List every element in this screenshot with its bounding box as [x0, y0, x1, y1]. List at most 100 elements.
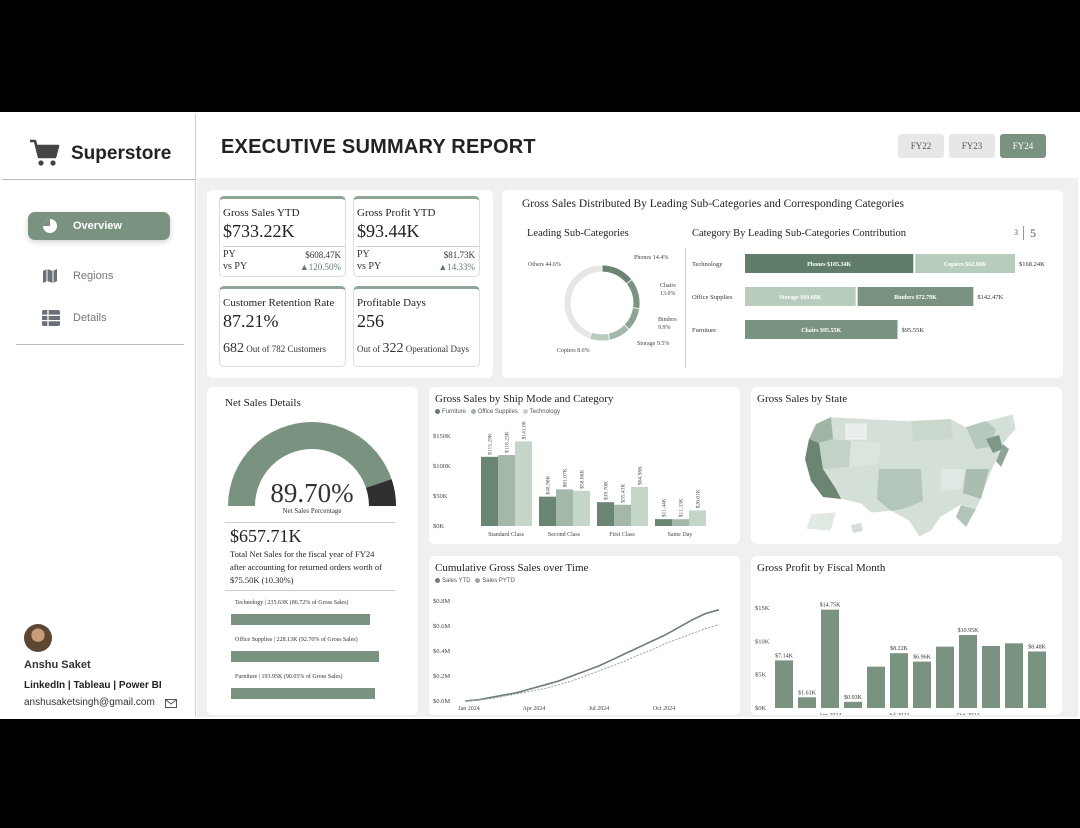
brand: Superstore: [2, 114, 196, 180]
month-bar[interactable]: [798, 697, 816, 708]
bar-value-label: $26.01K: [695, 489, 702, 508]
ship-bar-furniture[interactable]: [481, 456, 498, 526]
ship-bar-furniture[interactable]: [597, 502, 614, 526]
category-share-label: Technology | 235.63K (86.72% of Gross Sa…: [235, 600, 349, 606]
ship-mode-chart: $0K $50K $100K $150K $115.29K $118.23K $141.00…: [433, 421, 706, 538]
bar-value-label: $35.43K: [620, 484, 627, 503]
x-tick-label: Jan 2024: [458, 706, 480, 712]
bar-total-label: $168.24K: [1019, 261, 1045, 268]
author-links[interactable]: LinkedIn | Tableau | Power BI: [24, 680, 162, 691]
donut-slice-storage[interactable]: [607, 324, 630, 341]
legend-label: Furniture: [442, 409, 467, 416]
month-bar[interactable]: [1028, 651, 1046, 708]
cumulative-legend: Sales YTD Sales PYTD: [435, 578, 515, 584]
bar-value-label: $58.68K: [579, 470, 586, 489]
y-tick-label: $0.0M: [433, 698, 450, 705]
donut-label-storage: Storage 9.5%: [637, 341, 669, 347]
y-tick-label: $10K: [755, 638, 770, 645]
ship-bar-furniture[interactable]: [539, 496, 556, 526]
ship-bar-furniture[interactable]: [655, 519, 672, 526]
category-label: Office Supplies: [692, 294, 733, 301]
month-bar[interactable]: [844, 701, 862, 708]
bar-segment-label: Chairs $95.55K: [801, 327, 841, 334]
vs-py-label: vs PY: [223, 261, 248, 272]
donut-slice-binders[interactable]: [623, 307, 641, 331]
donut-slice-phones[interactable]: [601, 264, 633, 285]
month-bar[interactable]: [913, 661, 931, 708]
fy23-button[interactable]: FY23: [949, 134, 995, 158]
category-share-bar[interactable]: [231, 688, 375, 699]
cumulative-title: Cumulative Gross Sales over Time: [435, 562, 589, 574]
line-sales-pytd[interactable]: [464, 624, 720, 702]
subcategory-panel: Gross Sales Distributed By Leading Sub-C…: [502, 190, 1063, 378]
donut-label-binders: Binders: [658, 317, 677, 323]
bar-value-label: $48.90K: [545, 476, 552, 495]
fy22-button[interactable]: FY22: [898, 134, 944, 158]
bar-segment-label: Storage $69.68K: [779, 294, 822, 301]
fy24-button[interactable]: FY24: [1000, 134, 1046, 158]
x-tick-label: First Class: [609, 532, 635, 538]
y-tick-label: $50K: [433, 493, 448, 500]
topn-3-option[interactable]: 3: [1014, 228, 1018, 237]
nav-overview[interactable]: Overview: [28, 212, 170, 240]
month-bar[interactable]: [821, 609, 839, 708]
ship-bar-technology[interactable]: [689, 510, 706, 526]
donut-slice-chairs[interactable]: [625, 278, 641, 310]
vs-py-label: vs PY: [357, 261, 382, 272]
author-email[interactable]: anshusaketsingh@gmail.com: [24, 697, 155, 708]
nav-overview-label: Overview: [73, 220, 122, 232]
bar-value-label: $11.44K: [661, 498, 668, 517]
donut-slice-others[interactable]: [563, 264, 603, 340]
month-bar[interactable]: [890, 653, 908, 708]
mail-icon[interactable]: [165, 699, 177, 708]
donut-label-chairs-pct: 13.0%: [660, 291, 676, 297]
nav-regions[interactable]: Regions: [28, 262, 170, 290]
category-share-bar[interactable]: [231, 651, 379, 662]
topn-5-option[interactable]: 5: [1030, 226, 1036, 240]
y-tick-label: $0.4M: [433, 648, 450, 655]
ship-bar-technology[interactable]: [573, 490, 590, 526]
nav-details[interactable]: Details: [28, 304, 170, 332]
state-map-panel: Gross Sales by State: [751, 387, 1062, 544]
month-bar[interactable]: [775, 660, 793, 708]
bar-segment-phones[interactable]: [745, 254, 914, 273]
month-bar[interactable]: [982, 646, 1000, 708]
month-bar[interactable]: [1005, 643, 1023, 708]
line-sales-ytd[interactable]: [464, 609, 720, 702]
sidebar-divider: [16, 344, 184, 345]
kpi-gross-profit: Gross Profit YTD $93.44K PY vs PY $81.73K…: [353, 196, 480, 277]
month-bar[interactable]: [936, 646, 954, 708]
donut-label-phones: Phones 14.4%: [634, 255, 668, 261]
y-tick-label: $0.6M: [433, 623, 450, 630]
month-bar[interactable]: [959, 635, 977, 708]
author-name: Anshu Saket: [24, 659, 91, 671]
ship-bar-office-supplies[interactable]: [614, 504, 631, 526]
category-share-bar[interactable]: [231, 614, 370, 625]
bar-segment-storage[interactable]: [745, 287, 856, 306]
ship-bar-technology[interactable]: [515, 441, 532, 526]
month-bar[interactable]: [867, 666, 885, 708]
donut-slice-copiers[interactable]: [588, 331, 611, 342]
nav-regions-label: Regions: [73, 270, 114, 282]
py-value: $81.73K: [443, 250, 475, 260]
kpi-py-values: $608.47K ▲120.50%: [300, 249, 341, 273]
page-title: EXECUTIVE SUMMARY REPORT: [221, 136, 536, 158]
bar-value-label: $0.93K: [844, 694, 863, 701]
legend-label: Sales YTD: [442, 578, 471, 585]
legend-label: Sales PYTD: [482, 578, 515, 585]
divider: [685, 248, 686, 368]
bar-segment-label: Copiers $62.90K: [944, 261, 987, 268]
ship-bar-office-supplies[interactable]: [672, 519, 689, 526]
bar-segment-copiers[interactable]: [915, 254, 1015, 273]
kpi-label: Customer Retention Rate: [223, 297, 335, 309]
bar-title: Category By Leading Sub-Categories Contr…: [692, 228, 907, 239]
ship-bar-office-supplies[interactable]: [556, 489, 573, 526]
bar-segment-chairs[interactable]: [745, 320, 898, 339]
ship-bar-office-supplies[interactable]: [498, 455, 515, 526]
vs-py-value: ▲14.33%: [438, 262, 475, 272]
bar-segment-binders[interactable]: [857, 287, 974, 306]
bar-value-label: $61.07K: [562, 468, 569, 487]
app-window: Superstore Overview Regions Details: [0, 112, 1080, 719]
bar-total-label: $142.47K: [977, 294, 1003, 301]
ship-bar-technology[interactable]: [631, 487, 648, 526]
